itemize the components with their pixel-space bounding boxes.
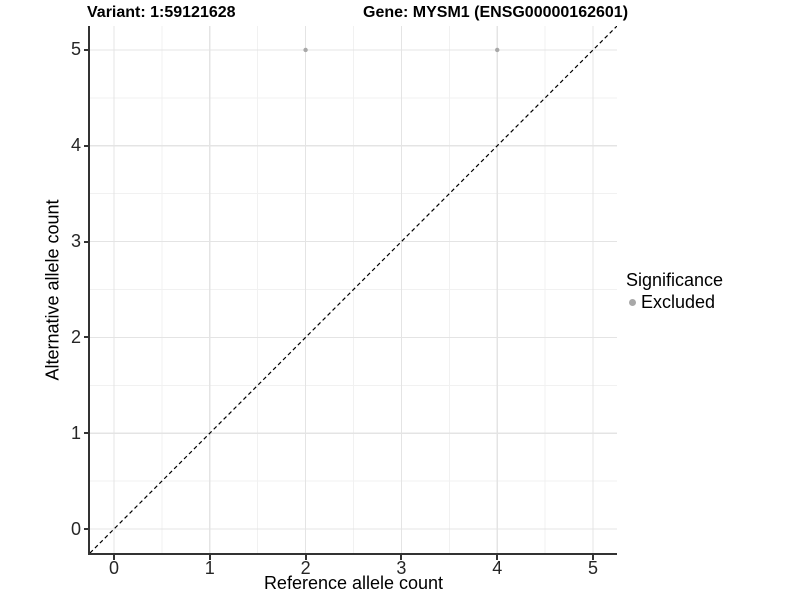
scatter-plot-canvas [90, 26, 617, 553]
y-tick-label: 0 [70, 518, 81, 539]
plot-panel [88, 26, 617, 555]
y-tick-mark [84, 144, 89, 147]
legend-title: Significance [626, 270, 724, 290]
y-tick-label: 3 [70, 231, 81, 252]
y-tick-label: 1 [70, 422, 81, 443]
legend: Significance Excluded [626, 270, 798, 312]
plot-title-gene: Gene: MYSM1 (ENSG00000162601) [363, 4, 629, 21]
x-tick-label: 3 [396, 558, 407, 578]
plot-title-variant: Variant: 1:59121628 [87, 4, 236, 21]
legend-item-label: Excluded [641, 292, 716, 312]
x-axis-title: Reference allele count [263, 573, 444, 593]
y-tick-mark [84, 528, 89, 531]
x-tick-label: 2 [300, 558, 311, 578]
x-tick-mark [208, 555, 211, 560]
data-point [303, 47, 308, 53]
excluded-point-icon [629, 298, 636, 306]
x-tick-mark [496, 555, 499, 560]
x-tick-mark [592, 555, 595, 560]
y-tick-label: 2 [70, 326, 81, 347]
x-tick-label: 5 [588, 558, 599, 578]
x-tick-label: 1 [204, 558, 215, 578]
y-tick-mark [84, 432, 89, 435]
identity-line [90, 26, 617, 553]
legend-item-excluded: Excluded [626, 292, 798, 312]
x-tick-label: 0 [108, 558, 119, 578]
x-tick-mark [304, 555, 307, 560]
y-axis-title: Alternative allele count [42, 199, 63, 381]
y-tick-label: 5 [70, 39, 81, 60]
x-tick-mark [400, 555, 403, 560]
data-point [495, 47, 500, 53]
y-tick-label: 4 [70, 135, 81, 156]
y-tick-mark [84, 240, 89, 243]
y-tick-mark [84, 336, 89, 339]
x-tick-label: 4 [492, 558, 503, 578]
y-tick-mark [84, 48, 89, 51]
x-tick-mark [112, 555, 115, 560]
